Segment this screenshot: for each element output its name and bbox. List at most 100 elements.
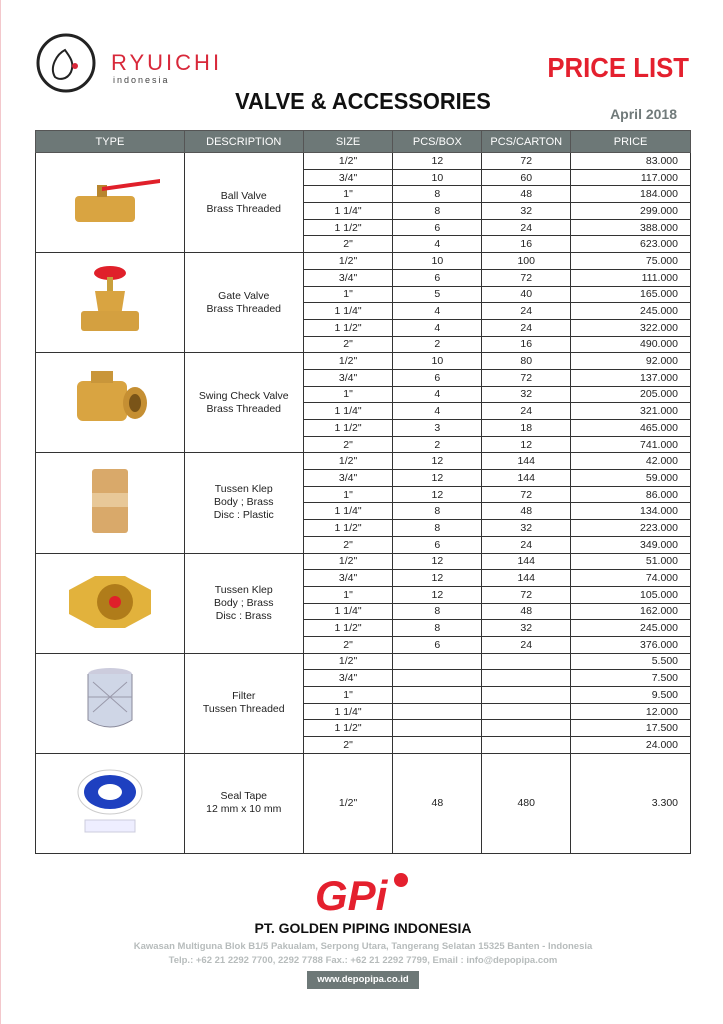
pcs-box-cell <box>392 669 483 687</box>
size-cell: 1 1/2" <box>302 519 394 537</box>
price-cell: 74.000 <box>570 569 691 587</box>
table-row: Tussen Klep Body ; Brass Disc : Plastic 1/2… <box>35 452 691 554</box>
product-description: Tussen Klep Body ; Brass Disc : Brass <box>183 552 304 654</box>
column-header-size: SIZE <box>302 130 394 153</box>
price-cell: 83.000 <box>570 152 691 170</box>
description-line: Swing Check Valve <box>198 389 289 402</box>
table-row: 2" 4 16 623.000 <box>36 235 691 254</box>
table-row: 1" 8 48 184.000 <box>36 185 691 204</box>
size-cell: 1 1/4" <box>302 702 394 721</box>
pcs-box-cell: 6 <box>392 368 483 387</box>
pcs-box-cell: 12 <box>392 469 483 487</box>
table-row: 2" 6 24 376.000 <box>36 635 691 654</box>
company-address: Kawasan Multiguna Blok B1/5 Pakualam, Se… <box>133 941 593 952</box>
pcs-box-cell: 2 <box>392 435 483 454</box>
price-cell: 376.000 <box>570 635 691 654</box>
price-cell: 117.000 <box>570 168 691 187</box>
table-row: 1 1/4" 4 24 245.000 <box>36 302 691 320</box>
size-cell: 3/4" <box>302 569 394 587</box>
pcs-box-cell: 3 <box>392 419 483 437</box>
price-cell: 75.000 <box>570 252 691 270</box>
pcs-carton-cell <box>481 669 572 687</box>
pcs-carton-cell: 32 <box>481 619 572 637</box>
price-cell: 42.000 <box>570 452 691 471</box>
size-cell: 1" <box>302 185 394 204</box>
column-header-pcs-carton: PCS/CARTON <box>481 130 572 153</box>
size-cell: 3/4" <box>302 368 394 387</box>
ball-valve-image <box>35 151 185 254</box>
doc-type: PRICE LIST <box>547 52 689 83</box>
price-cell: 7.500 <box>570 669 691 687</box>
size-cell: 1/2" <box>302 452 394 471</box>
gate-valve-image <box>35 252 185 354</box>
pcs-box-cell: 8 <box>392 519 483 537</box>
pcs-carton-cell <box>481 736 572 754</box>
pcs-carton-cell: 144 <box>481 552 572 571</box>
size-cell: 1 1/4" <box>302 602 394 621</box>
price-cell: 3.300 <box>570 752 691 854</box>
pcs-box-cell: 2 <box>392 335 483 354</box>
price-cell: 321.000 <box>570 402 691 420</box>
pcs-carton-cell <box>481 652 572 671</box>
size-cell: 1/2" <box>302 752 394 854</box>
size-cell: 1/2" <box>302 152 394 170</box>
pcs-carton-cell: 80 <box>481 352 572 370</box>
pcs-box-cell: 8 <box>392 185 483 204</box>
table-row: Filter Tussen Threaded 1/2" 5.500 <box>35 652 691 754</box>
description-line: Filter <box>232 690 256 703</box>
table-row: 1" 12 72 86.000 <box>36 485 691 504</box>
pcs-carton-cell: 72 <box>481 485 572 504</box>
pcs-carton-cell: 40 <box>481 285 572 304</box>
pcs-box-cell: 12 <box>392 569 483 587</box>
pcs-carton-cell: 72 <box>481 152 572 170</box>
size-cell: 1 1/2" <box>302 318 394 337</box>
size-cell: 1 1/2" <box>302 619 394 637</box>
column-header-type: TYPE <box>35 130 185 153</box>
pcs-carton-cell: 144 <box>481 469 572 487</box>
pcs-box-cell: 10 <box>392 352 483 370</box>
company-name: PT. GOLDEN PIPING INDONESIA <box>254 920 472 936</box>
pcs-carton-cell: 24 <box>481 218 572 237</box>
pcs-box-cell: 8 <box>392 619 483 637</box>
brand-name: RYUICHI <box>111 50 223 75</box>
price-cell: 490.000 <box>570 335 691 354</box>
brand-subtitle: indonesia <box>113 75 170 85</box>
price-cell: 741.000 <box>570 435 691 454</box>
table-row: Tussen Klep Body ; Brass Disc : Brass 1/2" 1… <box>35 552 691 654</box>
pcs-box-cell: 4 <box>392 318 483 337</box>
price-cell: 162.000 <box>570 602 691 621</box>
column-header-pcs-box: PCS/BOX <box>392 130 483 153</box>
pcs-carton-cell: 48 <box>481 185 572 204</box>
company-contact: Telp.: +62 21 2292 7700, 2292 7788 Fax.:… <box>168 955 558 966</box>
price-cell: 165.000 <box>570 285 691 304</box>
size-cell: 3/4" <box>302 669 394 687</box>
pcs-carton-cell: 24 <box>481 402 572 420</box>
table-row: Seal Tape 12 mm x 10 mm 1/2" 48 480 3.300 <box>35 752 691 854</box>
size-cell: 2" <box>302 736 394 754</box>
website-link[interactable]: www.depopipa.co.id <box>307 971 419 989</box>
price-cell: 86.000 <box>570 485 691 504</box>
table-row: Swing Check Valve Brass Threaded 1/2" 10 80 9… <box>35 352 691 454</box>
table-row: 1" 4 32 205.000 <box>36 385 691 404</box>
description-line: Gate Valve <box>218 289 270 302</box>
table-row: 1" 9.500 <box>36 686 691 704</box>
description-line: Disc : Plastic <box>213 509 274 522</box>
size-cell: 1 1/4" <box>302 302 394 320</box>
size-cell: 3/4" <box>302 268 394 287</box>
size-cell: 1 1/2" <box>302 218 394 237</box>
pcs-carton-cell: 32 <box>481 519 572 537</box>
size-cell: 1" <box>302 485 394 504</box>
pcs-carton-cell: 24 <box>481 535 572 554</box>
pcs-carton-cell: 12 <box>481 435 572 454</box>
pcs-carton-cell: 144 <box>481 452 572 471</box>
price-cell: 205.000 <box>570 385 691 404</box>
pcs-carton-cell: 32 <box>481 385 572 404</box>
pcs-box-cell: 12 <box>392 452 483 471</box>
description-line: Disc : Brass <box>215 609 272 622</box>
pcs-carton-cell: 18 <box>481 419 572 437</box>
swing-check-valve-image <box>35 352 185 454</box>
size-cell: 1 1/2" <box>302 419 394 437</box>
pcs-box-cell: 12 <box>392 585 483 604</box>
pcs-carton-cell: 72 <box>481 585 572 604</box>
table-row: 1 1/2" 8 32 223.000 <box>36 519 691 537</box>
